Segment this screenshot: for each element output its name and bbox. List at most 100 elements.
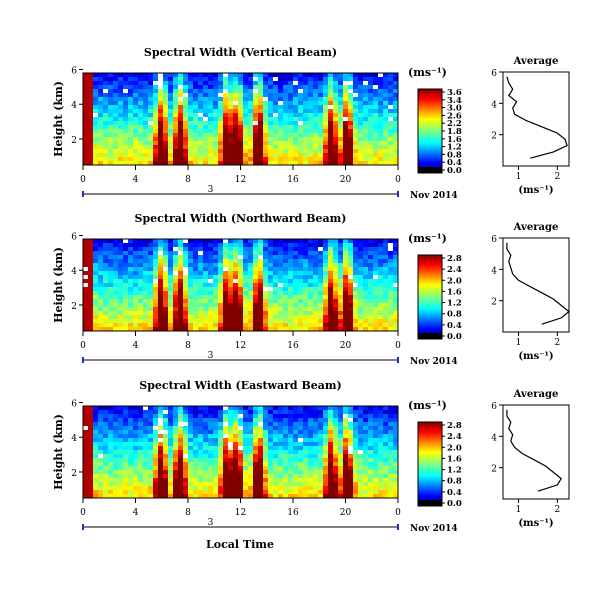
heatmap-cell (168, 141, 174, 146)
heatmap-cell (318, 406, 324, 411)
heatmap-cell (373, 490, 379, 495)
heatmap-cell (383, 430, 389, 435)
heatmap-cell (263, 109, 269, 114)
heatmap-cell (378, 418, 384, 423)
x-tick-label: 0 (80, 341, 86, 351)
heatmap-cell (243, 295, 249, 300)
heatmap-cell (343, 105, 349, 110)
heatmap-cell (123, 494, 129, 499)
heatmap-cell (118, 422, 124, 427)
heatmap-cell (253, 97, 259, 102)
heatmap-cell (263, 97, 269, 102)
heatmap-cell (163, 161, 169, 166)
heatmap-cell (143, 157, 149, 162)
heatmap-cell (248, 414, 254, 419)
heatmap-cell (178, 109, 184, 114)
heatmap-cell (238, 243, 244, 248)
heatmap-cell (238, 145, 244, 150)
heatmap-cell (253, 486, 259, 491)
heatmap-cell (283, 482, 289, 487)
heatmap-cell (348, 157, 354, 162)
heatmap-cell (93, 323, 99, 328)
heatmap-cell (338, 287, 344, 292)
heatmap-cell (118, 315, 124, 320)
heatmap-cell (208, 93, 214, 98)
heatmap-cell (293, 141, 299, 146)
heatmap-cell (308, 73, 314, 78)
heatmap-cell (153, 251, 159, 256)
heatmap (83, 73, 399, 166)
heatmap-cell (258, 450, 264, 455)
heatmap-cell (253, 470, 259, 475)
heatmap-cell (173, 247, 179, 252)
heatmap-cell (303, 426, 309, 431)
colorbar-tick-label: 0.4 (447, 158, 462, 168)
heatmap-cell (318, 462, 324, 467)
heatmap-cell (158, 434, 164, 439)
heatmap-cell (388, 462, 394, 467)
heatmap-cell (338, 81, 344, 86)
heatmap-cell (323, 267, 329, 272)
heatmap-cell (138, 462, 144, 467)
profile-x-label: (ms⁻¹) (518, 518, 553, 529)
heatmap-cell (288, 291, 294, 296)
heatmap-cell (198, 105, 204, 110)
heatmap-cell (108, 430, 114, 435)
heatmap-cell (248, 121, 254, 126)
heatmap-cell (108, 458, 114, 463)
heatmap-cell (318, 85, 324, 90)
heatmap-cell (103, 311, 109, 316)
colorbar-tick-label: 2.2 (447, 119, 462, 129)
heatmap-cell (168, 287, 174, 292)
heatmap-cell (183, 327, 189, 332)
heatmap-cell (303, 113, 309, 118)
heatmap-cell (378, 239, 384, 244)
heatmap-cell (238, 279, 244, 284)
heatmap-cell (218, 410, 224, 415)
heatmap-cell (258, 247, 264, 252)
heatmap-cell (358, 291, 364, 296)
heatmap-cell (113, 466, 119, 471)
heatmap-cell (218, 109, 224, 114)
heatmap-cell (83, 474, 89, 479)
heatmap-cell (218, 117, 224, 122)
heatmap-cell (183, 125, 189, 130)
heatmap-cell (168, 275, 174, 280)
heatmap-cell (273, 105, 279, 110)
heatmap-cell (288, 137, 294, 142)
heatmap-cell (288, 327, 294, 332)
heatmap-cell (388, 494, 394, 499)
heatmap-cell (343, 323, 349, 328)
heatmap-cell (83, 73, 89, 78)
heatmap-cell (218, 93, 224, 98)
heatmap-cell (83, 93, 89, 98)
heatmap-cell (203, 81, 209, 86)
heatmap-cell (168, 161, 174, 166)
heatmap-cell (378, 307, 384, 312)
heatmap-cell (188, 125, 194, 130)
heatmap-cell (218, 259, 224, 264)
heatmap-cell (383, 311, 389, 316)
heatmap-cell (373, 478, 379, 483)
heatmap-cell (153, 494, 159, 499)
heatmap-cell (273, 125, 279, 130)
heatmap-cell (173, 161, 179, 166)
heatmap-cell (123, 418, 129, 423)
heatmap-cell (138, 426, 144, 431)
heatmap-cell (233, 161, 239, 166)
heatmap-cell (178, 315, 184, 320)
heatmap-cell (348, 243, 354, 248)
heatmap-cell (328, 263, 334, 268)
heatmap-cell (358, 275, 364, 280)
heatmap-cell (273, 157, 279, 162)
heatmap-cell (393, 141, 399, 146)
heatmap-cell (193, 145, 199, 150)
heatmap-cell (148, 474, 154, 479)
heatmap-cell (318, 466, 324, 471)
heatmap-cell (313, 494, 319, 499)
heatmap-cell (278, 430, 284, 435)
heatmap-cell (303, 482, 309, 487)
heatmap-cell (223, 311, 229, 316)
heatmap-cell (293, 113, 299, 118)
heatmap-cell (183, 303, 189, 308)
